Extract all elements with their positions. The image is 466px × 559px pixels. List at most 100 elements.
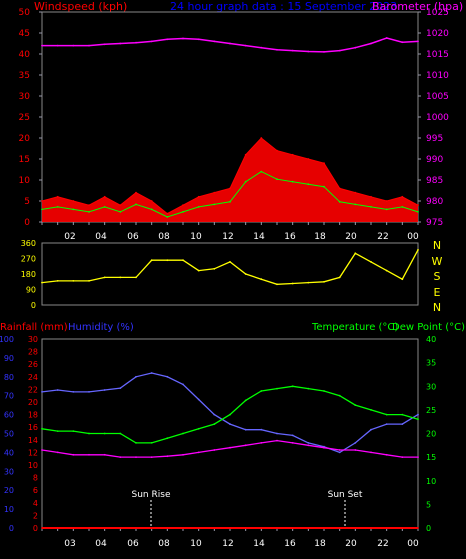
average-wind-line-point <box>338 200 341 203</box>
wind-y-tick-label: 20 <box>19 134 31 144</box>
wind-direction-line-point <box>182 259 184 262</box>
humidity-line-point <box>182 383 184 386</box>
temperature-line-point <box>56 430 59 432</box>
compass-south-label: S <box>434 270 441 283</box>
temperature-y-tick-label: 10 <box>426 477 436 486</box>
wind-y-tick-label: 15 <box>19 155 30 165</box>
humidity-line-point <box>150 372 153 374</box>
humidity-line-point <box>370 428 372 431</box>
temperature-axis-label: Temperature (°C) <box>311 322 398 333</box>
dewpoint-line-point <box>323 446 325 449</box>
humidity-line-point <box>307 442 310 444</box>
humidity-y-tick-label: 80 <box>4 373 14 382</box>
rainfall-y-tick-label: 18 <box>28 411 38 420</box>
wind-direction-line-point <box>370 261 372 263</box>
average-wind-line-point <box>166 216 169 218</box>
rainfall-y-tick-label: 22 <box>28 385 38 394</box>
compass-north-label: N <box>433 239 441 252</box>
x-tick-label: 12 <box>222 232 233 242</box>
barometer-line-point <box>182 37 184 40</box>
barometer-line-point <box>244 44 247 47</box>
x-tick-label: 18 <box>314 232 326 242</box>
humidity-axis-label: Humidity (%) <box>68 322 134 333</box>
wind-direction-line-point <box>150 259 153 262</box>
dewpoint-line-point <box>135 456 137 458</box>
dewpoint-line-point <box>88 453 90 456</box>
windspeed-line-point <box>370 195 372 198</box>
humidity-y-tick-label: 10 <box>4 505 14 514</box>
barometer-line-point <box>260 46 263 49</box>
direction-y-tick-label: 0 <box>31 301 36 310</box>
dewpoint-line-point <box>119 456 122 458</box>
wind-direction-line-point <box>119 276 122 279</box>
humidity-line-point <box>354 442 357 444</box>
temperature-line-point <box>135 442 137 444</box>
barometer-line-point <box>135 41 137 44</box>
wind-direction-line-point <box>323 280 325 283</box>
humidity-line-point <box>291 434 294 437</box>
barometer-line-point <box>354 46 357 49</box>
average-wind-line-point <box>150 208 153 211</box>
average-wind-line-point <box>88 211 90 213</box>
humidity-y-tick-label: 40 <box>4 448 14 457</box>
average-wind-line-point <box>41 208 43 211</box>
direction-y-tick-label: 270 <box>21 255 36 264</box>
humidity-line-point <box>56 389 59 391</box>
average-wind-line-point <box>401 206 404 208</box>
x-tick-label: 00 <box>407 232 419 242</box>
humidity-y-tick-label: 90 <box>4 354 14 363</box>
wind-direction-line-point <box>276 283 278 286</box>
barometer-line-point <box>213 40 216 43</box>
humidity-line-point <box>197 398 200 401</box>
barometer-y-tick-label: 980 <box>426 197 443 207</box>
temperature-y-tick-label: 40 <box>426 335 436 344</box>
average-wind-line-point <box>276 178 278 181</box>
temperature-line-point <box>291 385 294 388</box>
temperature-line-point <box>88 432 90 435</box>
windspeed-line-point <box>41 200 43 202</box>
windspeed-line-point <box>385 200 388 202</box>
humidity-line-point <box>166 375 169 378</box>
barometer-line-point <box>166 38 169 41</box>
average-wind-line-point <box>307 183 310 186</box>
average-wind-line-point <box>291 180 294 183</box>
dewpoint-line-point <box>166 455 169 458</box>
average-wind-line-point <box>385 208 388 211</box>
direction-y-tick-label: 180 <box>21 270 36 279</box>
barometer-y-tick-label: 1010 <box>426 71 449 81</box>
x-tick-label: 16 <box>284 232 296 242</box>
top-x-axis: 02 04 06 08 10 12 14 16 18 20 22 00 <box>64 232 419 242</box>
average-wind-line-point <box>417 211 419 213</box>
dewpoint-line-point <box>103 453 106 456</box>
temperature-y-tick-label: 30 <box>426 382 436 391</box>
average-wind-line-point <box>103 206 106 208</box>
x-tick-label: 20 <box>345 539 357 549</box>
rainfall-y-tick-label: 16 <box>28 423 38 432</box>
x-tick-label: 14 <box>253 232 265 242</box>
x-tick-label: 02 <box>64 232 75 242</box>
rainfall-y-tick-label: 30 <box>28 335 38 344</box>
temperature-y-tick-label: 0 <box>426 524 431 533</box>
windspeed-line-point <box>166 212 169 215</box>
barometer-y-tick-label: 985 <box>426 176 443 186</box>
windspeed-line-point <box>401 195 404 198</box>
windspeed-line-point <box>260 137 263 139</box>
temperature-line-point <box>401 413 404 416</box>
dewpoint-line-point <box>354 449 357 451</box>
x-tick-label: 03 <box>64 539 75 549</box>
barometer-line-point <box>323 51 325 53</box>
humidity-line-point <box>338 451 341 454</box>
windspeed-line-point <box>119 204 122 207</box>
barometer-y-tick-label: 975 <box>426 218 443 228</box>
rainfall-y-tick-label: 0 <box>33 524 38 533</box>
average-wind-line-point <box>354 203 357 206</box>
humidity-line-point <box>72 391 75 393</box>
humidity-y-tick-label: 60 <box>4 411 14 420</box>
temperature-line-point <box>385 413 388 416</box>
wind-direction-line-point <box>291 282 294 285</box>
windspeed-line-point <box>276 149 278 152</box>
x-tick-label: 06 <box>127 232 139 242</box>
rainfall-y-tick-label: 28 <box>28 348 38 357</box>
